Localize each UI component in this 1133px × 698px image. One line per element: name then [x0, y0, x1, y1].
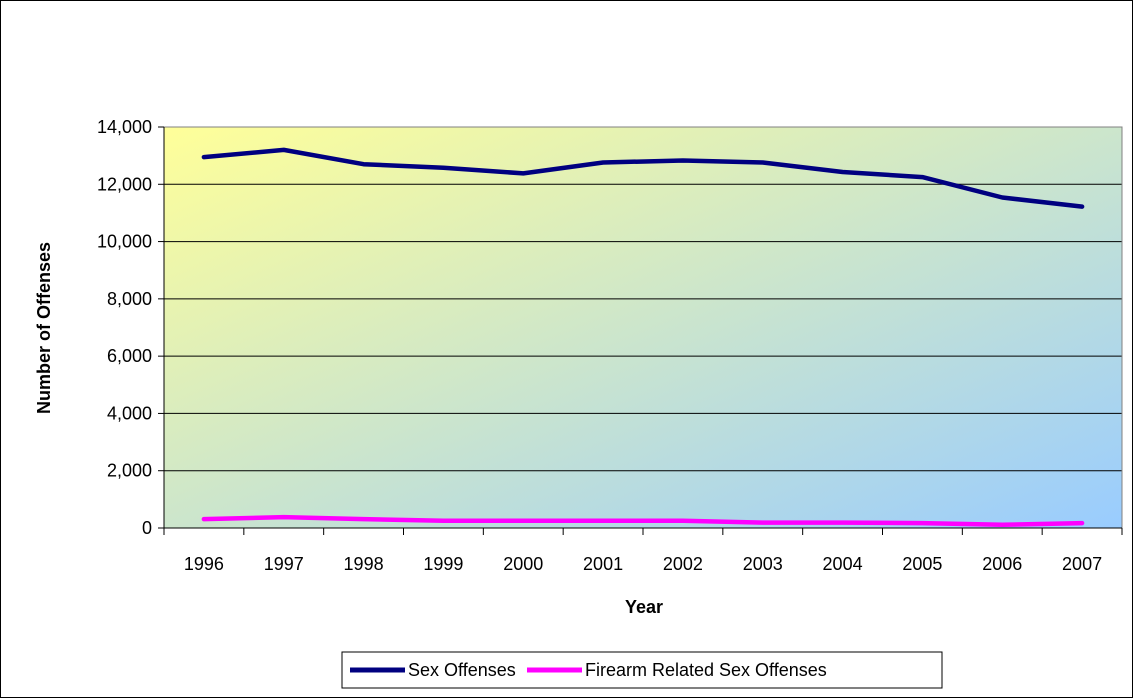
x-tick-label: 1996 — [184, 554, 224, 574]
series-layer — [201, 147, 1085, 528]
x-tick-label: 2000 — [503, 554, 543, 574]
y-tick-label: 4,000 — [107, 403, 152, 423]
legend: Sex Offenses Firearm Related Sex Offense… — [341, 651, 943, 689]
y-tick-label: 6,000 — [107, 346, 152, 366]
x-tick-label: 2001 — [583, 554, 623, 574]
plot-area — [164, 127, 1122, 528]
legend-label-firearm-related-sex-offenses: Firearm Related Sex Offenses — [585, 660, 827, 680]
y-tick-label: 12,000 — [97, 174, 152, 194]
x-tick-label: 2006 — [982, 554, 1022, 574]
legend-box — [341, 651, 943, 689]
x-tick-label: 1997 — [264, 554, 304, 574]
y-tick-label: 0 — [142, 518, 152, 538]
series-line-sex-offenses — [201, 147, 1085, 209]
x-tick-label: 2004 — [823, 554, 863, 574]
y-tick-label: 14,000 — [97, 117, 152, 137]
legend-label-sex-offenses: Sex Offenses — [408, 660, 516, 680]
x-tick-label: 2003 — [743, 554, 783, 574]
y-tick-label: 2,000 — [107, 461, 152, 481]
x-tick-label: 2007 — [1062, 554, 1102, 574]
y-tick-label: 8,000 — [107, 289, 152, 309]
x-tick-label: 1999 — [423, 554, 463, 574]
y-axis-title: Number of Offenses — [34, 242, 54, 414]
y-axis: 0 2,000 4,000 6,000 8,000 10,000 12,000 14,000 — [97, 117, 165, 538]
x-tick-label: 2005 — [902, 554, 942, 574]
x-axis-title: Year — [625, 597, 663, 617]
x-tick-label: 2002 — [663, 554, 703, 574]
x-axis: 1996 1997 1998 1999 2000 2001 2002 2003 2004 2005… — [163, 527, 1123, 574]
x-tick-label: 1998 — [344, 554, 384, 574]
series-line-firearm-related-sex-offenses — [201, 514, 1085, 528]
y-tick-label: 10,000 — [97, 232, 152, 252]
